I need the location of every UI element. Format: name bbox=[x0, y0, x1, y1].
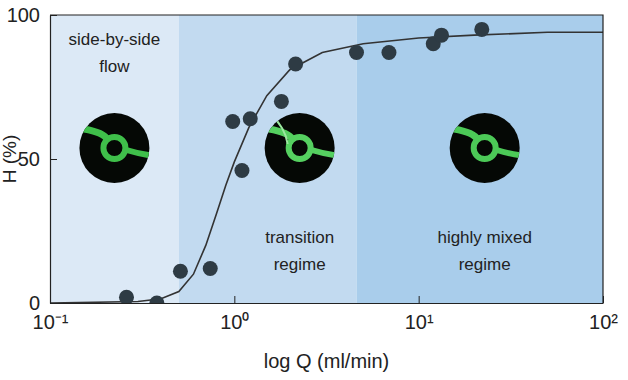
region-label: regime bbox=[459, 255, 511, 274]
x-axis-line bbox=[51, 303, 604, 304]
region-label: regime bbox=[274, 255, 326, 274]
inset-image bbox=[445, 113, 525, 183]
inset-ring bbox=[474, 137, 496, 159]
inset-streak bbox=[270, 113, 288, 144]
inset-channel bbox=[497, 150, 525, 156]
insets bbox=[74, 113, 524, 183]
data-point bbox=[119, 290, 134, 303]
inset-content bbox=[260, 113, 340, 159]
data-point bbox=[381, 45, 396, 60]
data-point bbox=[434, 28, 449, 43]
region-labels: side-by-side flow transition regime highly m… bbox=[69, 30, 532, 274]
data-point bbox=[474, 22, 489, 37]
data-point bbox=[288, 56, 303, 71]
inset-channel bbox=[445, 128, 477, 138]
inset-ring bbox=[103, 137, 125, 159]
region-label: flow bbox=[99, 57, 130, 76]
regions bbox=[50, 15, 603, 303]
data-point bbox=[173, 264, 188, 279]
inset-background bbox=[265, 113, 335, 183]
x-tick-mark bbox=[234, 296, 235, 303]
y-tick-label: 50 bbox=[18, 148, 40, 170]
y-tick-mark bbox=[50, 303, 57, 304]
inset-channel bbox=[74, 128, 106, 138]
inset-ring bbox=[289, 137, 311, 159]
x-tick: 10¹ bbox=[405, 296, 434, 333]
x-tick-label: 10⁰ bbox=[220, 311, 249, 333]
region-band bbox=[50, 15, 179, 303]
data-point bbox=[349, 45, 364, 60]
inset-background bbox=[79, 113, 149, 183]
fit-line bbox=[50, 32, 603, 303]
x-tick-mark bbox=[419, 296, 420, 303]
inset-content bbox=[74, 128, 154, 159]
data-point bbox=[234, 163, 249, 178]
y-tick: 100 bbox=[7, 4, 57, 26]
x-axis: 10⁻¹ 10⁰ 10¹ 10² bbox=[33, 296, 619, 333]
region-band bbox=[357, 15, 603, 303]
y-tick-label: 0 bbox=[29, 292, 40, 314]
y-tick: 50 bbox=[18, 148, 57, 170]
inset-channel bbox=[312, 150, 340, 156]
region-label: highly mixed bbox=[437, 228, 532, 247]
x-tick-label: 10¹ bbox=[405, 311, 434, 333]
data-point bbox=[203, 261, 218, 276]
plot-data bbox=[50, 22, 603, 303]
x-tick: 10⁰ bbox=[220, 296, 249, 333]
x-axis-title: log Q (ml/min) bbox=[264, 350, 390, 372]
y-axis-title: H (%) bbox=[0, 135, 20, 184]
y-tick-mark bbox=[50, 159, 57, 160]
x-tick-label: 10² bbox=[589, 311, 618, 333]
inset-background bbox=[450, 113, 520, 183]
inset-image bbox=[260, 113, 340, 183]
chart: side-by-side flow transition regime highly m… bbox=[0, 0, 628, 380]
inset-content bbox=[445, 128, 525, 159]
inset-image bbox=[74, 113, 154, 183]
y-tick-label: 100 bbox=[7, 4, 40, 26]
x-tick-label: 10⁻¹ bbox=[33, 311, 69, 333]
data-point bbox=[149, 296, 164, 304]
x-tick: 10² bbox=[589, 296, 618, 333]
y-tick: 0 bbox=[29, 292, 57, 314]
region-band bbox=[179, 15, 357, 303]
inset-channel bbox=[126, 150, 154, 156]
plot-frame bbox=[50, 15, 603, 303]
region-label: side-by-side bbox=[69, 30, 161, 49]
data-point bbox=[225, 114, 240, 129]
data-point bbox=[243, 111, 258, 126]
region-label: transition bbox=[265, 228, 334, 247]
data-point bbox=[274, 94, 289, 109]
